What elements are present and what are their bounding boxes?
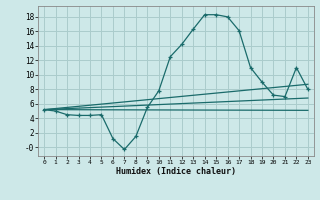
X-axis label: Humidex (Indice chaleur): Humidex (Indice chaleur) — [116, 167, 236, 176]
